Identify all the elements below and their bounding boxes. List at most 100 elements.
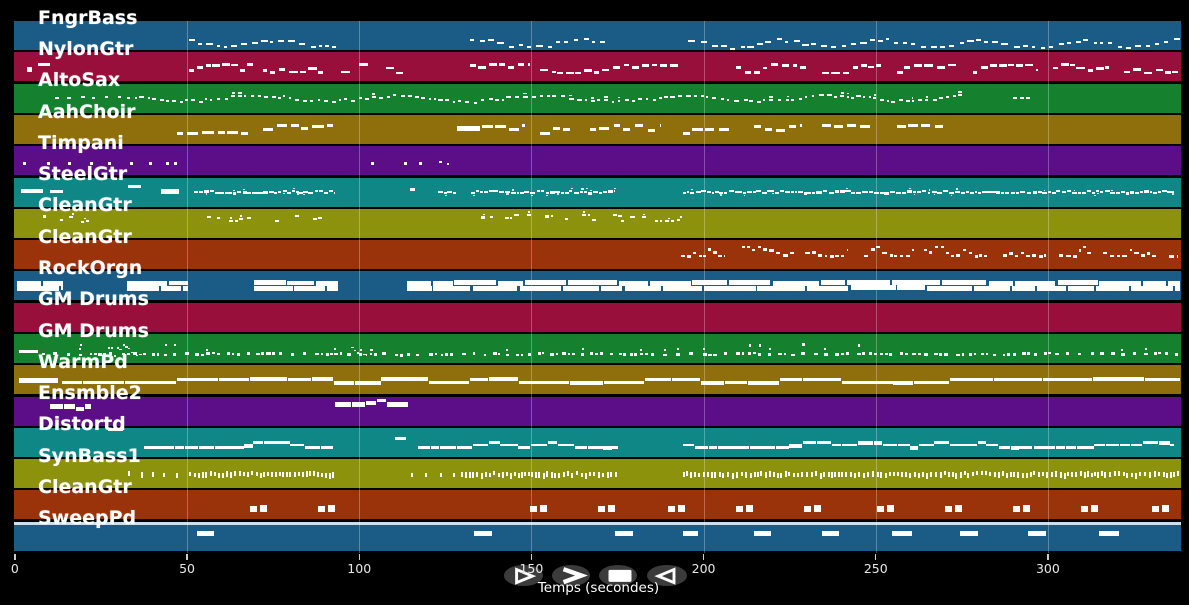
midi-note: [802, 44, 809, 47]
midi-note: [103, 353, 106, 356]
midi-note: [963, 471, 966, 476]
midi-note: [878, 39, 883, 42]
midi-note: [834, 353, 839, 356]
midi-note: [425, 472, 427, 477]
midi-note: [790, 98, 795, 101]
midi-note: [973, 71, 978, 75]
midi-note: [625, 285, 661, 291]
midi-note: [839, 190, 845, 193]
midi-note: [143, 352, 147, 356]
midi-note: [833, 124, 844, 128]
midi-note: [266, 352, 271, 355]
midi-note: [1060, 471, 1063, 478]
midi-note: [492, 352, 497, 356]
midi-note: [886, 505, 895, 513]
midi-note: [740, 45, 745, 48]
midi-note: [264, 441, 274, 444]
midi-note: [770, 63, 779, 67]
midi-note: [807, 192, 811, 195]
midi-note: [774, 191, 779, 194]
midi-note: [929, 471, 932, 478]
midi-note: [274, 472, 277, 478]
midi-note: [531, 96, 537, 98]
midi-note: [433, 97, 437, 100]
midi-note: [689, 352, 694, 355]
midi-note: [483, 353, 487, 357]
midi-note: [603, 446, 612, 451]
midi-note: [447, 190, 452, 193]
midi-note: [213, 471, 216, 476]
midi-note: [395, 71, 404, 75]
midi-note: [1167, 281, 1180, 286]
midi-note: [609, 352, 614, 356]
midi-note: [644, 352, 648, 356]
midi-note: [547, 94, 550, 97]
midi-note: [1073, 255, 1077, 258]
stop-button[interactable]: [598, 565, 638, 587]
midi-note: [1021, 472, 1024, 478]
midi-note: [116, 346, 119, 349]
midi-note: [801, 352, 805, 355]
midi-note: [775, 446, 789, 449]
midi-note: [312, 124, 325, 128]
midi-note: [545, 194, 549, 197]
midi-note: [457, 126, 480, 132]
midi-note: [117, 95, 122, 98]
fast-forward-button[interactable]: [551, 565, 591, 587]
midi-note: [205, 64, 212, 67]
midi-note: [640, 352, 643, 356]
midi-note: [1130, 191, 1135, 194]
midi-note: [806, 286, 849, 292]
midi-note: [282, 95, 285, 98]
midi-note: [868, 191, 873, 194]
midi-note: [913, 472, 916, 478]
midi-note: [768, 99, 774, 102]
midi-note: [926, 472, 929, 479]
midi-note: [407, 353, 410, 356]
midi-note: [1000, 43, 1008, 46]
play-button[interactable]: [503, 565, 544, 587]
midi-note: [128, 471, 131, 477]
midi-note: [722, 472, 725, 478]
midi-note: [686, 190, 690, 193]
midi-note: [1131, 472, 1134, 477]
midi-note: [514, 96, 519, 99]
midi-note: [853, 66, 859, 69]
track-label-6: CleanGtr: [38, 194, 132, 217]
midi-note: [785, 41, 789, 44]
rewind-button[interactable]: [647, 565, 688, 587]
midi-note: [1166, 472, 1169, 479]
midi-note: [567, 471, 570, 477]
midi-note: [732, 446, 750, 449]
midi-note: [1143, 441, 1159, 444]
midi-note: [1087, 190, 1091, 193]
midi-note: [472, 286, 518, 292]
midi-note: [686, 255, 691, 258]
midi-note: [793, 40, 800, 43]
midi-note: [1020, 96, 1024, 99]
midi-note: [50, 404, 63, 409]
midi-note: [752, 351, 756, 355]
midi-note: [881, 252, 887, 255]
midi-note: [856, 94, 861, 97]
midi-note: [1120, 348, 1124, 351]
midi-note: [894, 254, 898, 258]
midi-note: [736, 66, 742, 70]
midi-note: [301, 472, 304, 478]
midi-note: [1042, 472, 1045, 477]
midi-note: [500, 443, 518, 447]
midi-note: [564, 191, 569, 194]
midi-note: [618, 280, 649, 286]
midi-note: [444, 98, 450, 101]
midi-note: [1170, 443, 1174, 447]
midi-note: [1131, 285, 1173, 291]
midi-note: [234, 219, 238, 222]
midi-note: [720, 98, 725, 101]
midi-note: [747, 352, 752, 355]
midi-note: [841, 443, 857, 447]
midi-note: [193, 472, 196, 477]
midi-note: [1038, 471, 1041, 477]
midi-note: [1025, 254, 1030, 258]
midi-note: [873, 97, 877, 100]
midi-note: [704, 286, 756, 292]
